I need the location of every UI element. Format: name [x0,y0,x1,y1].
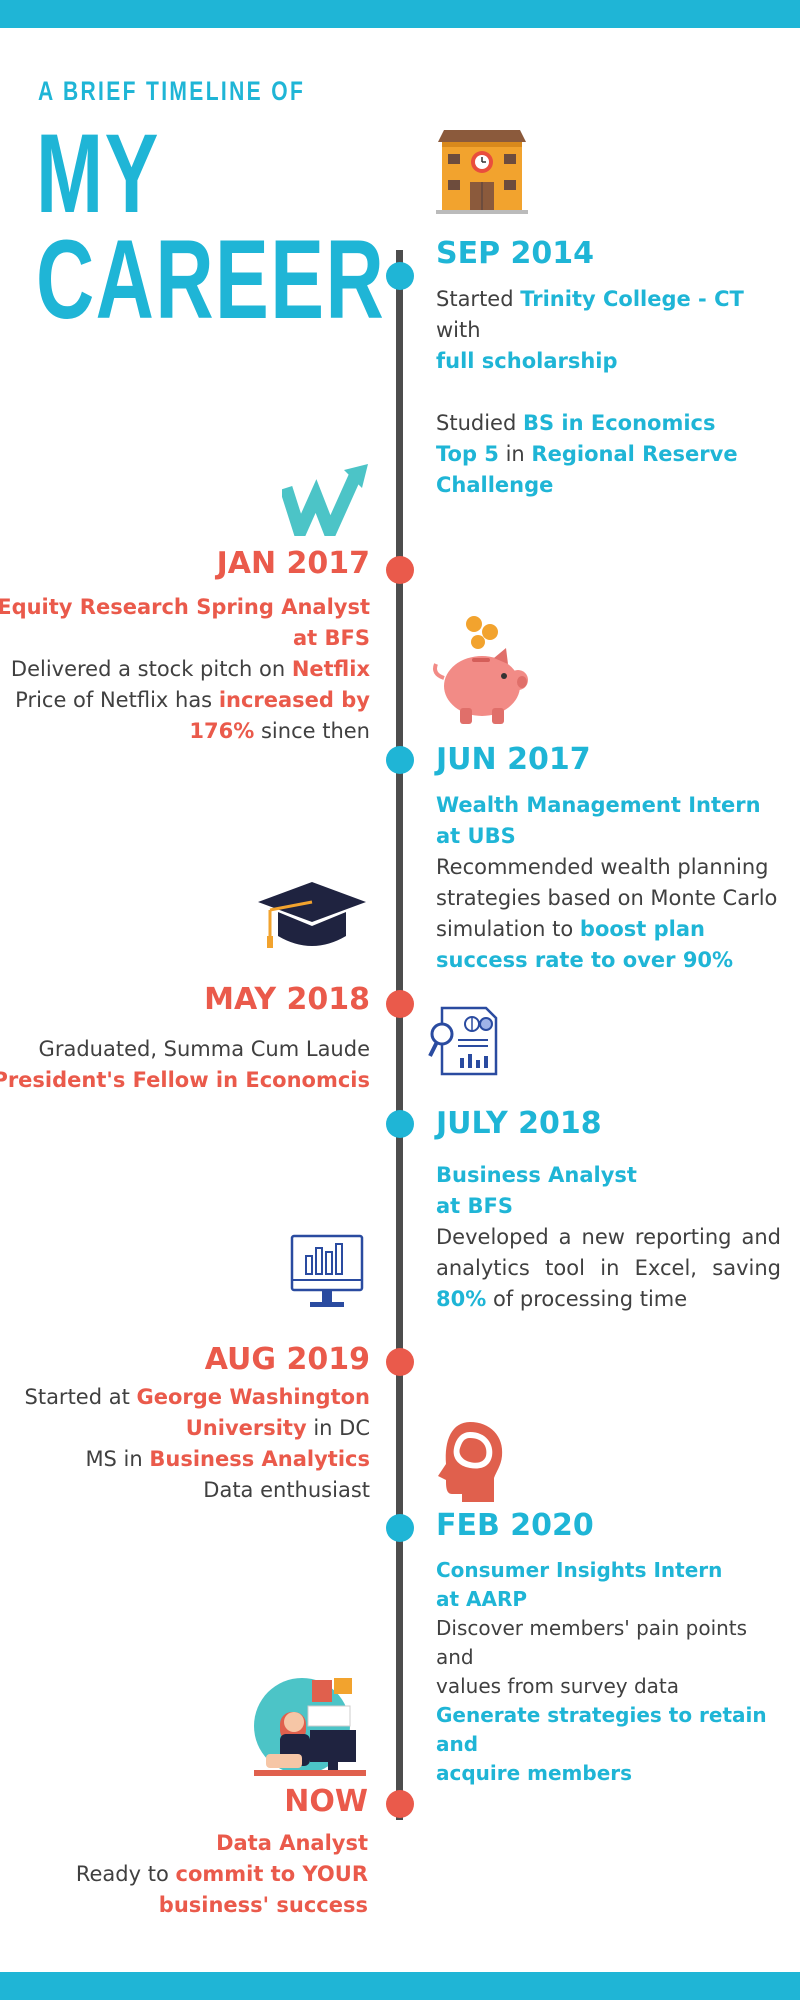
head-silhouette-icon [438,1422,503,1502]
date-feb-2020: FEB 2020 [436,1508,594,1543]
monitor-chart-icon [290,1234,364,1307]
top-accent-bar [0,0,800,28]
event-text-now: Data Analyst Ready to commit to YOUR bus… [75,1831,368,1917]
date-jun-2017: JUN 2017 [436,742,591,777]
graduation-cap-icon [258,882,366,948]
report-magnifier-icon [428,1006,498,1076]
date-aug-2019: AUG 2019 [204,1342,370,1377]
timeline-dot-may-2018 [386,990,414,1018]
date-may-2018: MAY 2018 [204,982,370,1017]
page-title-line1: MY [36,111,160,236]
event-text-may-2018: Graduated, Summa Cum Laude President's F… [0,1037,370,1092]
page-title-line2: CAREER [36,217,386,342]
analyst-at-desk-illustration [254,1678,366,1776]
event-text-sep-2014: Started Trinity College - CT with full s… [436,287,744,497]
event-text-jan-2017: Equity Research Spring Analyst at BFS De… [0,595,370,743]
timeline-dot-jan-2017 [386,556,414,584]
event-text-aug-2019: Started at George Washington University … [24,1385,371,1502]
date-jul-2018: JULY 2018 [436,1106,602,1141]
page-subtitle: A BRIEF TIMELINE OF [38,76,306,106]
date-sep-2014: SEP 2014 [436,236,595,271]
timeline-dot-aug-2019 [386,1348,414,1376]
date-jan-2017: JAN 2017 [216,546,370,581]
piggy-bank-icon [433,616,528,724]
growth-w-arrow-icon [282,464,368,536]
timeline-dot-sep-2014 [386,262,414,290]
timeline-dot-jun-2017 [386,746,414,774]
timeline-dot-feb-2020 [386,1514,414,1542]
bottom-accent-bar [0,1972,800,2000]
timeline-dot-jul-2018 [386,1110,414,1138]
event-text-jun-2017: Wealth Management Intern at UBS Recommen… [436,793,778,972]
event-text-jul-2018: Business Analyst at BFS Developed a new … [436,1163,781,1311]
event-text-feb-2020: Consumer Insights Intern at AARP Discove… [436,1558,767,1785]
school-building-icon [436,130,528,214]
timeline-line [396,250,403,1820]
date-now: NOW [284,1784,368,1819]
timeline-dot-now [386,1790,414,1818]
